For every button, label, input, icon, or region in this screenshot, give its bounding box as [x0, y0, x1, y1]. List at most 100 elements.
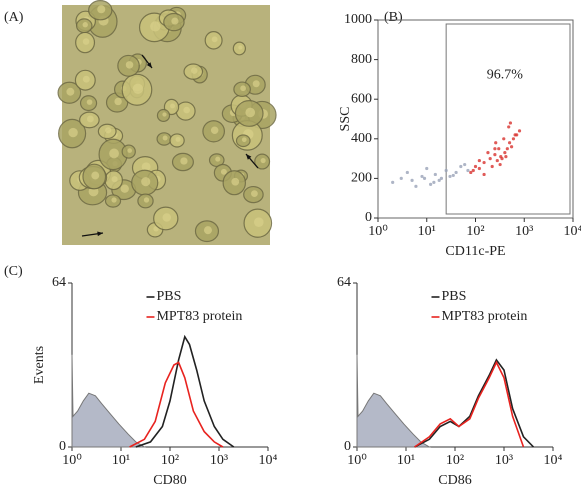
cell-nucleus [231, 177, 240, 186]
x-tick-label: 10⁴ [544, 453, 563, 468]
scatter-point [493, 153, 497, 157]
x-tick-label: 10¹ [418, 224, 436, 239]
cell-nucleus [66, 87, 75, 96]
scatter-point [391, 180, 395, 184]
cell-nucleus [114, 97, 122, 106]
scatter-point [513, 133, 517, 137]
x-tick-label: 10² [446, 453, 464, 468]
y-tick-label: 0 [59, 439, 66, 454]
legend-label: PBS [441, 289, 466, 304]
x-tick-label: 10⁰ [368, 224, 388, 239]
scatter-point [482, 172, 486, 177]
y-axis-label: SSC [338, 107, 353, 132]
legend-label: MPT83 protein [441, 309, 527, 324]
scatter-point [414, 184, 418, 188]
cell-nucleus [143, 197, 150, 203]
scatter-point [433, 172, 437, 177]
scatter-point [517, 129, 522, 133]
annotation: 96.7% [487, 68, 524, 83]
x-axis-label: CD86 [438, 473, 471, 488]
x-tick-label: 10² [161, 453, 179, 468]
cell-nucleus [127, 148, 133, 153]
scatter-point [399, 176, 403, 180]
cell-nucleus [91, 171, 100, 180]
arrow-head [97, 231, 103, 237]
cell-nucleus [120, 184, 129, 193]
panel-label: (C) [4, 264, 23, 279]
y-tick-label: 64 [337, 275, 351, 290]
cell-nucleus [141, 162, 151, 172]
x-tick-label: 10⁴ [564, 224, 581, 239]
micrograph [57, 0, 277, 245]
gate [445, 23, 571, 215]
scatter-point [429, 182, 433, 186]
scatter-point [405, 170, 409, 175]
y-axis-label: Events [32, 346, 47, 384]
scatter-point [420, 174, 424, 179]
scatter-point [493, 147, 497, 151]
histogram-line [414, 360, 525, 448]
x-tick-label: 10¹ [112, 453, 130, 468]
scatter-point [497, 147, 501, 151]
scatter-point [477, 158, 481, 163]
x-tick-label: 10⁰ [62, 453, 82, 468]
scatter-point [507, 141, 512, 145]
plot-frame [377, 19, 574, 219]
scatter-point [507, 125, 511, 129]
x-axis-label: CD80 [153, 473, 186, 488]
histogram-line [414, 358, 535, 448]
cell-nucleus [215, 156, 221, 162]
cell-nucleus [82, 75, 90, 83]
cell-nucleus [132, 83, 144, 94]
histogram-area [356, 354, 432, 448]
scatter-point [508, 121, 513, 125]
x-tick-label: 10³ [210, 453, 228, 468]
scatter-point [488, 157, 492, 161]
cell-nucleus [111, 197, 117, 203]
cell-nucleus [86, 99, 93, 105]
legend-label: MPT83 protein [156, 309, 242, 324]
scatter-point [459, 164, 463, 169]
x-tick-label: 10⁴ [259, 453, 278, 468]
scatter-point [410, 178, 414, 182]
scatter-point [505, 147, 509, 151]
y-tick-label: 0 [344, 439, 351, 454]
cell-nucleus [170, 103, 175, 109]
cell-nucleus [245, 107, 256, 118]
cell-nucleus [252, 80, 260, 88]
cell-nucleus [171, 17, 179, 25]
scatter-point [502, 137, 506, 141]
y-tick-label: 1000 [344, 12, 372, 27]
cell-nucleus [150, 21, 161, 32]
scatter-point [422, 176, 427, 180]
cell-nucleus [211, 36, 218, 43]
cell-nucleus [180, 157, 188, 165]
cell-nucleus [241, 137, 247, 143]
scatter-point [439, 176, 444, 180]
scatter-point [499, 155, 503, 159]
scatter-point [477, 166, 481, 171]
panel-label: (B) [384, 10, 403, 25]
x-tick-label: 10¹ [397, 453, 415, 468]
y-tick-label: 800 [351, 52, 372, 67]
y-tick-label: 600 [351, 91, 372, 106]
scatter-point [473, 164, 478, 169]
cell-nucleus [97, 5, 106, 14]
cell-nucleus [68, 127, 78, 138]
scatter-point [504, 155, 508, 159]
cell-nucleus [183, 106, 190, 114]
y-tick-label: 0 [365, 210, 372, 225]
cell-nucleus [238, 45, 243, 50]
x-axis-label: CD11c-PE [445, 244, 505, 259]
scatter-point [471, 168, 475, 173]
x-tick-label: 10³ [515, 224, 533, 239]
scatter-point [444, 168, 448, 173]
x-tick-label: 10⁰ [347, 453, 367, 468]
scatter-point [486, 151, 490, 155]
cell-nucleus [162, 112, 167, 117]
histogram-line [129, 361, 224, 448]
scatter-point [437, 178, 441, 182]
scatter-point [490, 164, 494, 169]
cell-nucleus [105, 127, 112, 134]
y-tick-label: 64 [52, 275, 66, 290]
